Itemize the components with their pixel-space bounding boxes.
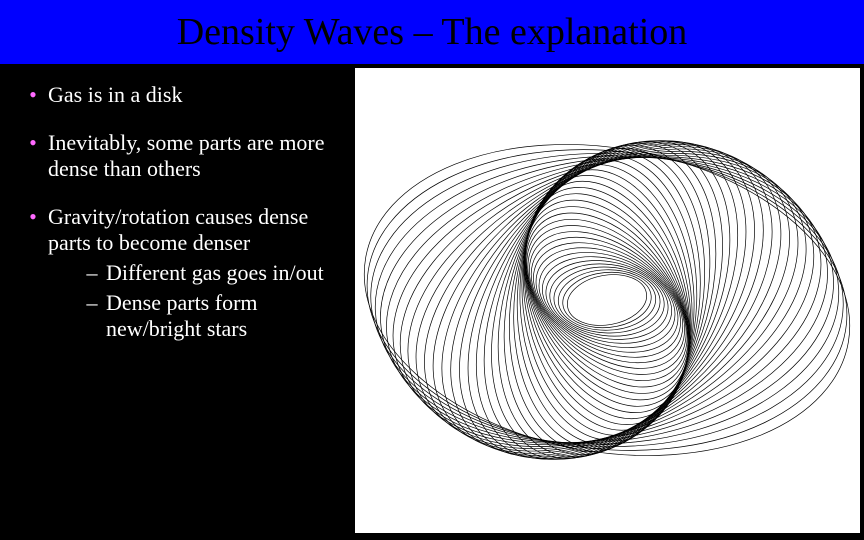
bullet-text: Gas is in a disk [48,82,182,108]
slide-title: Density Waves – The explanation [177,10,688,54]
bullet-icon: • [18,130,48,182]
sub-item: – Different gas goes in/out [78,260,338,286]
dash-icon: – [78,290,106,342]
sub-text: Different gas goes in/out [106,260,324,286]
bullet-list: • Gas is in a disk • Inevitably, some pa… [18,82,338,342]
bullet-text-main: Gravity/rotation causes dense parts to b… [48,204,308,255]
slide-content: • Gas is in a disk • Inevitably, some pa… [0,64,864,540]
bullet-text: Inevitably, some parts are more dense th… [48,130,338,182]
dash-icon: – [78,260,106,286]
bullet-icon: • [18,82,48,108]
slide: Density Waves – The explanation • Gas is… [0,0,864,540]
title-bar: Density Waves – The explanation [0,0,864,64]
list-item: • Inevitably, some parts are more dense … [18,130,338,182]
sub-item: – Dense parts form new/bright stars [78,290,338,342]
sub-text: Dense parts form new/bright stars [106,290,338,342]
list-item: • Gas is in a disk [18,82,338,108]
spiral-svg [355,68,860,533]
bullet-text: Gravity/rotation causes dense parts to b… [48,204,338,342]
bullet-icon: • [18,204,48,342]
list-item: • Gravity/rotation causes dense parts to… [18,204,338,342]
density-wave-figure [355,68,860,533]
